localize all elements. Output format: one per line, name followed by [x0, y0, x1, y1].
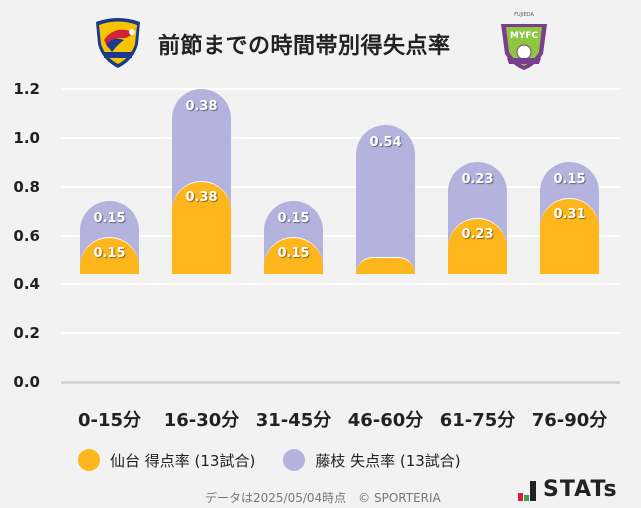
x-tick-label: 76-90分 — [531, 410, 608, 431]
vegalta-sendai-logo-icon — [96, 18, 140, 68]
y-tick-label: 0.6 — [13, 226, 40, 245]
gridline — [61, 332, 620, 335]
chart-title: 前節までの時間帯別得失点率 — [158, 34, 451, 59]
bar-chart-icon — [518, 481, 537, 501]
svg-text:MYFC: MYFC — [510, 31, 539, 41]
fujieda-myfc-logo-icon: FUJIEDA MYFC — [501, 12, 547, 70]
y-tick-label: 0.0 — [13, 373, 40, 391]
stats-brand-logo: STATs — [518, 477, 618, 501]
gridline — [61, 88, 620, 91]
bar-value-label: 0.23 — [461, 171, 494, 187]
chart-plot-area: 0.0 0.2 0.4 0.6 0.8 1.0 1.2 0.15 0.15 0.38 0.38 0.1… — [13, 80, 620, 391]
bar-fujieda-conceded[interactable] — [356, 125, 415, 274]
bar-value-label: 0.15 — [93, 210, 126, 226]
y-tick-label: 0.2 — [13, 324, 40, 343]
legend-swatch-gold-icon — [78, 449, 100, 471]
chart-header: 前節までの時間帯別得失点率 FUJIEDA MYFC — [0, 0, 641, 80]
y-tick-label: 1.2 — [13, 80, 40, 99]
legend-swatch-lavender-icon — [283, 449, 306, 471]
bar-value-label: 0.23 — [461, 226, 494, 242]
bar-value-label: 0.31 — [553, 207, 586, 223]
bar-group-31-45分[interactable]: 0.15 0.15 — [264, 200, 323, 274]
svg-text:FUJIEDA: FUJIEDA — [514, 12, 534, 18]
legend-item-fujieda-conceded-rate[interactable]: 藤枝 失点率 (13試合) — [283, 449, 461, 471]
bar-value-label: 0.15 — [93, 246, 126, 262]
bar-group-46-60分[interactable]: 0.54 — [356, 125, 415, 274]
bar-value-label: 0.15 — [277, 246, 310, 262]
legend: 仙台 得点率 (13試合) 藤枝 失点率 (13試合) — [78, 448, 489, 472]
legend-label: 仙台 得点率 (13試合) — [110, 451, 256, 470]
bar-group-76-90分[interactable]: 0.15 0.31 — [540, 161, 599, 274]
bar-sendai-scored[interactable] — [356, 257, 415, 274]
brand-name: STATs — [543, 477, 618, 502]
x-axis-line — [61, 381, 620, 384]
x-tick-label: 46-60分 — [347, 410, 424, 431]
bar-group-16-30分[interactable]: 0.38 0.38 — [172, 88, 231, 274]
gridline — [61, 185, 620, 188]
bar-sendai-scored[interactable] — [540, 198, 599, 274]
y-tick-label: 0.4 — [13, 275, 40, 294]
legend-item-sendai-scoring-rate[interactable]: 仙台 得点率 (13試合) — [78, 449, 255, 471]
y-tick-label: 0.8 — [13, 177, 40, 196]
legend-label: 藤枝 失点率 (13試合) — [315, 451, 461, 470]
bar-sendai-scored[interactable] — [448, 217, 507, 274]
y-tick-label: 1.0 — [13, 129, 40, 147]
bar-value-label: 0.38 — [185, 190, 218, 206]
bar-value-label: 0.38 — [185, 98, 218, 114]
x-tick-label: 61-75分 — [439, 410, 516, 431]
x-tick-label: 16-30分 — [163, 410, 240, 431]
bar-value-label: 0.15 — [277, 210, 310, 226]
bar-value-label: 0.54 — [369, 135, 402, 151]
bar-group-0-15分[interactable]: 0.15 0.15 — [80, 200, 139, 274]
data-source-note: データは2025/05/04時点 © SPORTERIA — [205, 491, 441, 505]
gridline — [61, 137, 620, 139]
gridline — [61, 234, 620, 237]
x-tick-label: 0-15分 — [77, 410, 142, 431]
x-tick-label: 31-45分 — [255, 410, 332, 431]
gridline — [61, 283, 620, 286]
bar-value-label: 0.15 — [553, 171, 586, 187]
bar-sendai-scored[interactable] — [172, 181, 231, 274]
bar-group-61-75分[interactable]: 0.23 0.23 — [448, 161, 507, 274]
